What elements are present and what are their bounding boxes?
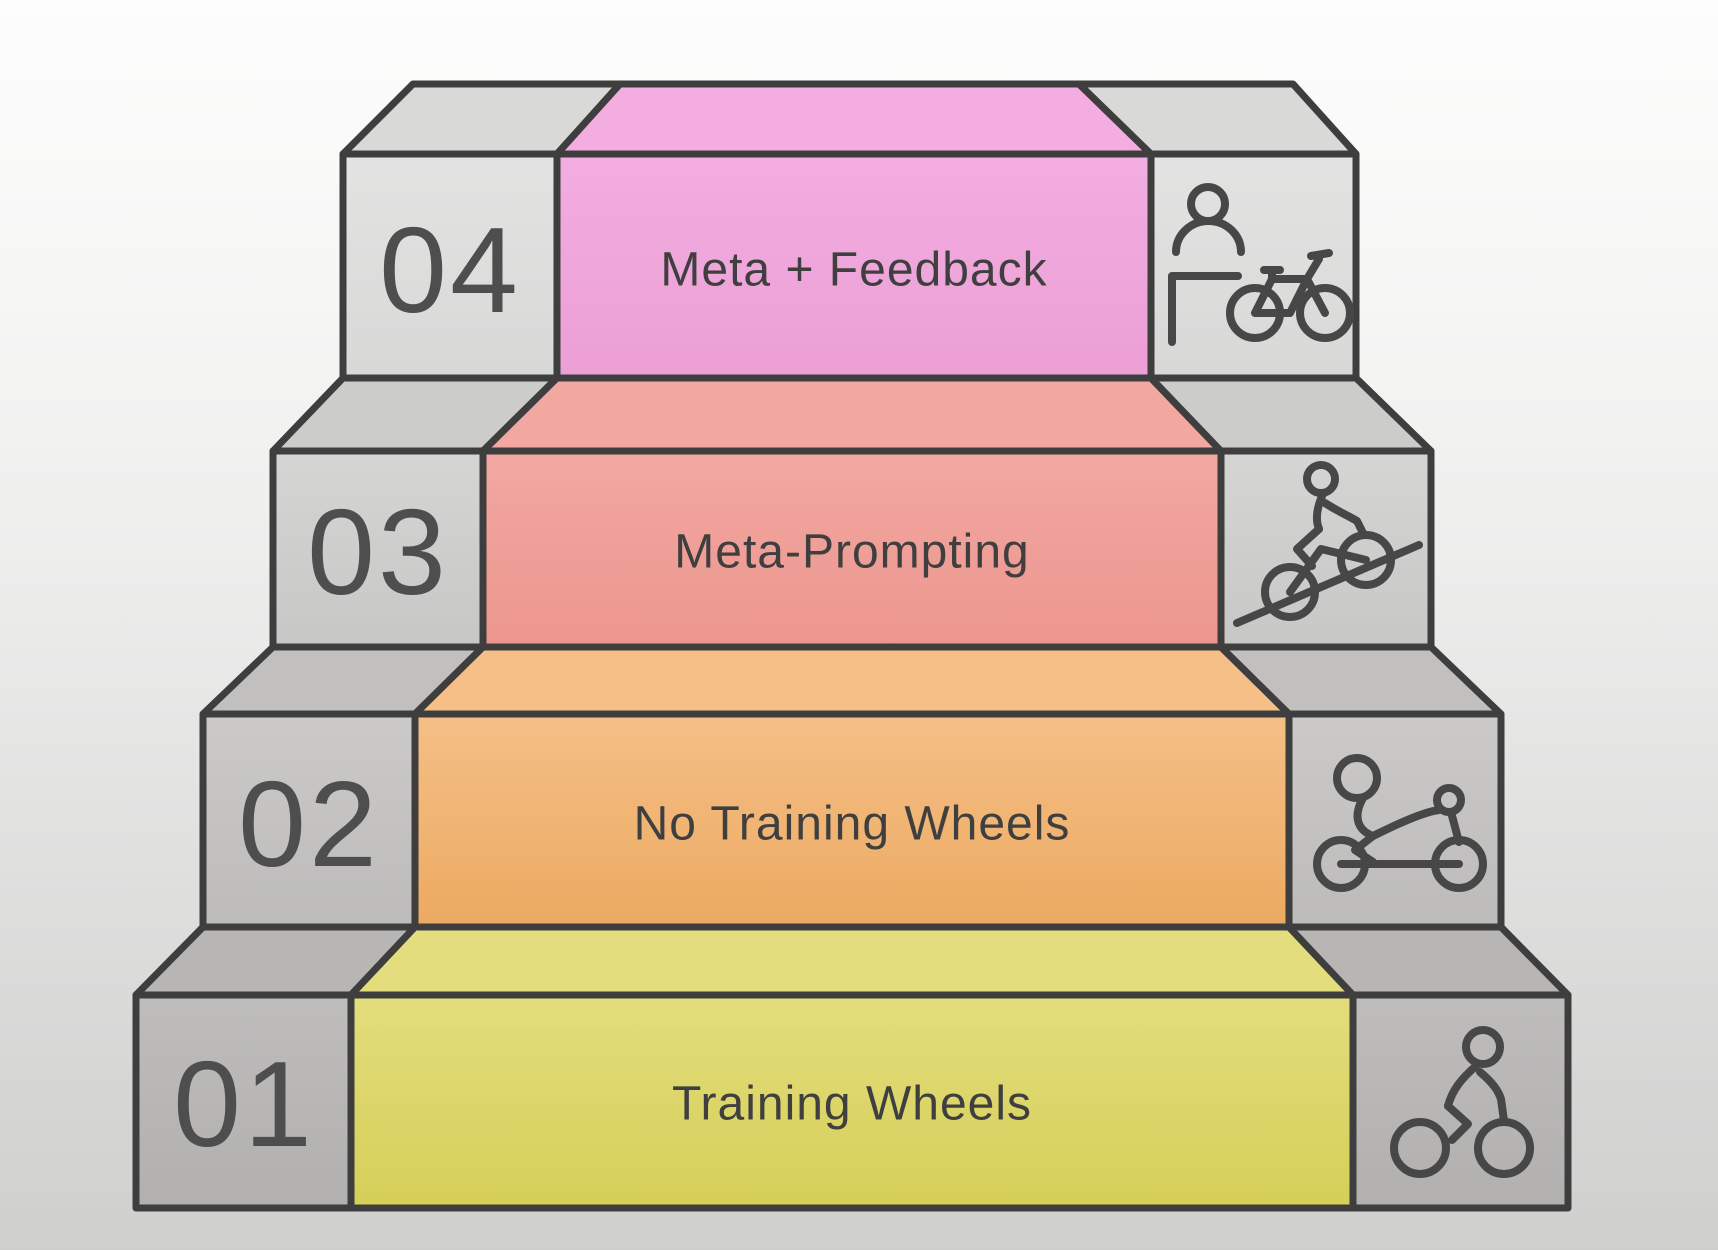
step-04-top-color-face [553,80,1155,158]
step-01 [132,923,1572,1212]
cyclist-icon [1390,1026,1534,1178]
step-03-number: 03 [307,484,449,620]
cyclist-uphill-icon [1233,461,1423,627]
step-04-icon-box [1147,150,1360,382]
step-03-label: Meta-Prompting [674,526,1029,579]
step-04 [339,80,1360,382]
person-with-bicycle-icon [1168,183,1354,346]
step-04-number: 04 [379,202,521,338]
step-02-number: 02 [238,756,380,892]
step-04-label: Meta + Feedback [660,244,1047,297]
step-03 [269,374,1435,651]
step-02-top-color-face [411,643,1293,718]
step-03-top-color-face [479,374,1225,455]
step-01-icon-box [1349,991,1572,1212]
step-01-number: 01 [173,1036,315,1172]
step-02-icon-box [1285,710,1505,931]
step-01-label: Training Wheels [672,1078,1032,1131]
step-02 [199,643,1505,931]
step-01-top-color-face [347,923,1357,999]
leaning-rider-icon [1313,754,1487,892]
step-02-label: No Training Wheels [634,798,1071,851]
